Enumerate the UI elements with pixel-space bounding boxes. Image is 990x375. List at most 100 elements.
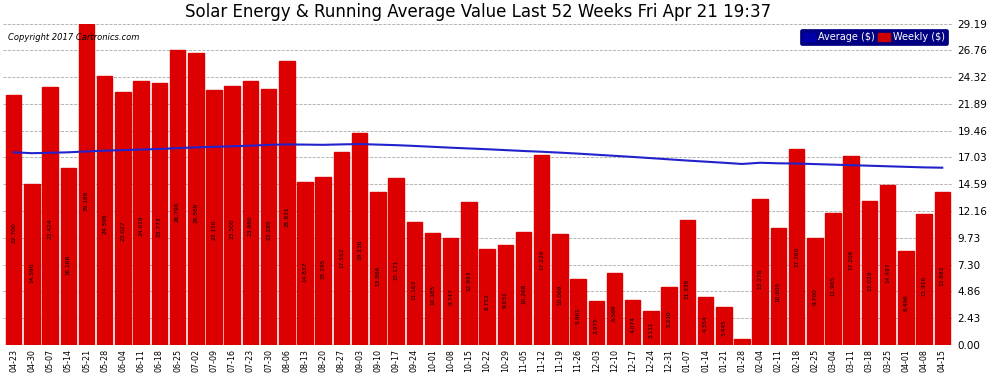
Bar — [370, 192, 385, 345]
Bar — [534, 155, 549, 345]
Text: 22.700: 22.700 — [11, 222, 16, 243]
Text: 26.569: 26.569 — [193, 203, 198, 223]
Bar — [279, 61, 295, 345]
Text: 10.605: 10.605 — [776, 282, 781, 303]
Bar — [880, 185, 895, 345]
Bar — [443, 238, 458, 345]
Text: 13.866: 13.866 — [375, 266, 380, 286]
Text: 9.747: 9.747 — [448, 288, 453, 305]
Text: 17.226: 17.226 — [540, 249, 545, 270]
Bar — [752, 199, 768, 345]
Bar — [297, 182, 313, 345]
Bar — [552, 234, 567, 345]
Bar — [789, 150, 804, 345]
Text: 23.150: 23.150 — [212, 220, 217, 240]
Title: Solar Energy & Running Average Value Last 52 Weeks Fri Apr 21 19:37: Solar Energy & Running Average Value Las… — [185, 3, 771, 21]
Text: 4.074: 4.074 — [631, 316, 636, 333]
Bar — [43, 87, 57, 345]
Text: 9.700: 9.700 — [813, 288, 818, 305]
Text: 23.500: 23.500 — [230, 218, 235, 239]
Text: 11.965: 11.965 — [831, 276, 836, 296]
Text: 8.496: 8.496 — [903, 294, 909, 311]
Text: 24.019: 24.019 — [139, 216, 144, 236]
Bar — [461, 202, 476, 345]
Bar — [260, 88, 276, 345]
Bar — [735, 339, 749, 345]
Bar — [351, 133, 367, 345]
Text: 3.445: 3.445 — [722, 320, 727, 336]
Text: 17.552: 17.552 — [339, 248, 344, 268]
Bar — [917, 214, 932, 345]
Text: 6.569: 6.569 — [612, 304, 617, 321]
Text: 17.206: 17.206 — [848, 249, 853, 270]
Bar — [644, 310, 658, 345]
Text: 23.424: 23.424 — [48, 219, 52, 239]
Bar — [6, 95, 22, 345]
Text: 23.773: 23.773 — [156, 217, 161, 237]
Bar — [807, 238, 823, 345]
Text: 11.916: 11.916 — [922, 276, 927, 296]
Bar — [861, 201, 877, 345]
Bar — [770, 228, 786, 345]
Bar — [479, 249, 495, 345]
Text: 14.590: 14.590 — [30, 262, 35, 283]
Bar — [79, 24, 94, 345]
Text: 17.760: 17.760 — [794, 247, 799, 267]
Bar — [607, 273, 623, 345]
Bar — [716, 307, 732, 345]
Bar — [316, 177, 331, 345]
Bar — [843, 156, 859, 345]
Bar — [60, 168, 76, 345]
Text: 11.163: 11.163 — [412, 279, 417, 300]
Text: 10.185: 10.185 — [430, 284, 435, 304]
Text: 15.295: 15.295 — [321, 259, 326, 279]
Text: 23.027: 23.027 — [121, 220, 126, 241]
Bar — [170, 50, 185, 345]
Bar — [570, 279, 586, 345]
Text: 5.961: 5.961 — [575, 307, 580, 324]
Text: Copyright 2017 Cartronics.com: Copyright 2017 Cartronics.com — [8, 33, 139, 42]
Bar — [334, 152, 349, 345]
Text: 25.831: 25.831 — [284, 207, 289, 227]
Bar — [243, 81, 258, 345]
Bar — [589, 301, 604, 345]
Text: 23.980: 23.980 — [248, 216, 252, 236]
Text: 26.796: 26.796 — [175, 202, 180, 222]
Bar — [407, 222, 422, 345]
Bar — [625, 300, 641, 345]
Text: 14.837: 14.837 — [303, 261, 308, 282]
Bar — [97, 76, 113, 345]
Text: 13.882: 13.882 — [940, 266, 944, 286]
Bar — [679, 220, 695, 345]
Text: 5.210: 5.210 — [666, 310, 671, 327]
Bar — [188, 53, 204, 345]
Text: 14.497: 14.497 — [885, 263, 890, 283]
Text: 3.975: 3.975 — [594, 317, 599, 334]
Bar — [225, 86, 240, 345]
Bar — [134, 81, 148, 345]
Bar — [698, 297, 714, 345]
Text: 24.396: 24.396 — [102, 214, 107, 234]
Text: 23.285: 23.285 — [266, 219, 271, 240]
Bar — [935, 192, 950, 345]
Bar — [388, 178, 404, 345]
Text: 29.188: 29.188 — [84, 190, 89, 211]
Text: 4.354: 4.354 — [703, 315, 708, 332]
Text: 11.335: 11.335 — [685, 279, 690, 299]
Text: 16.108: 16.108 — [65, 255, 71, 275]
Bar — [425, 233, 441, 345]
Text: 15.171: 15.171 — [394, 260, 399, 280]
Bar — [898, 251, 914, 345]
Bar — [826, 213, 841, 345]
Text: 10.268: 10.268 — [521, 284, 526, 304]
Text: 9.031: 9.031 — [503, 292, 508, 309]
Text: 13.029: 13.029 — [867, 270, 872, 291]
Bar — [115, 92, 131, 345]
Bar — [206, 90, 222, 345]
Text: 8.752: 8.752 — [484, 293, 490, 310]
Bar — [661, 288, 677, 345]
Text: 13.276: 13.276 — [757, 269, 762, 289]
Bar — [498, 246, 513, 345]
Text: 12.993: 12.993 — [466, 270, 471, 291]
Legend: Average ($), Weekly ($): Average ($), Weekly ($) — [800, 28, 948, 45]
